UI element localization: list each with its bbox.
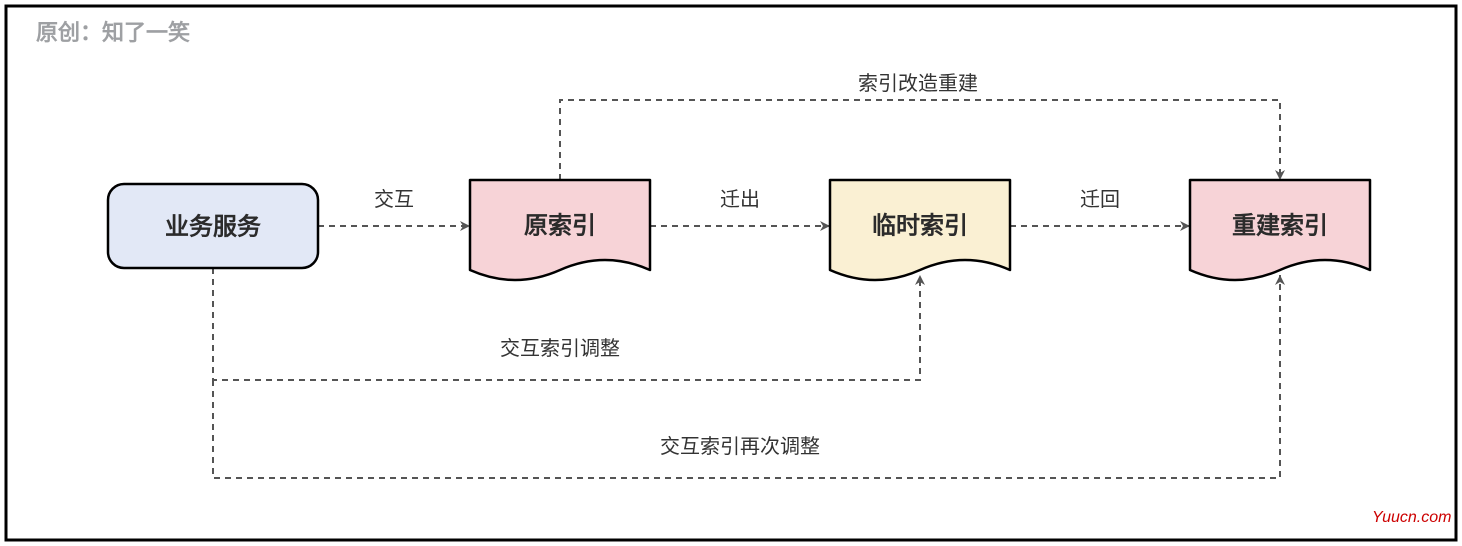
- edge-label-e-svc-rebuild-bottom: 交互索引再次调整: [660, 435, 820, 458]
- node-label-orig: 原索引: [524, 212, 596, 239]
- node-label-svc: 业务服务: [165, 212, 262, 240]
- edge-label-e-orig-temp: 迁出: [720, 188, 760, 211]
- diagram-svg: 原创：知了一笑交互 迁出 迁回 索引改造重建交互索引调整交互索引再次调整 业务服务 原索引…: [0, 0, 1462, 546]
- node-label-temp: 临时索引: [872, 211, 968, 239]
- node-rebuild: 重建索引: [1190, 180, 1370, 280]
- caption-text: 原创：知了一笑: [36, 20, 190, 45]
- edge-label-e-svc-orig: 交互: [374, 188, 414, 211]
- node-temp: 临时索引: [830, 180, 1010, 280]
- edge-label-e-temp-rebuild: 迁回: [1080, 188, 1120, 211]
- edge-label-e-svc-temp-bottom: 交互索引调整: [500, 337, 620, 360]
- diagram-stage: 原创：知了一笑交互 迁出 迁回 索引改造重建交互索引调整交互索引再次调整 业务服务 原索引…: [0, 0, 1462, 546]
- node-label-rebuild: 重建索引: [1232, 212, 1328, 239]
- watermark-text: Yuucn.com: [1372, 509, 1451, 526]
- node-orig: 原索引: [470, 180, 650, 280]
- edge-e-orig-rebuild-top: [560, 100, 1280, 180]
- node-svc: 业务服务: [108, 184, 318, 268]
- edge-e-svc-temp-bottom: [213, 268, 920, 380]
- edge-label-e-orig-rebuild-top: 索引改造重建: [858, 72, 978, 95]
